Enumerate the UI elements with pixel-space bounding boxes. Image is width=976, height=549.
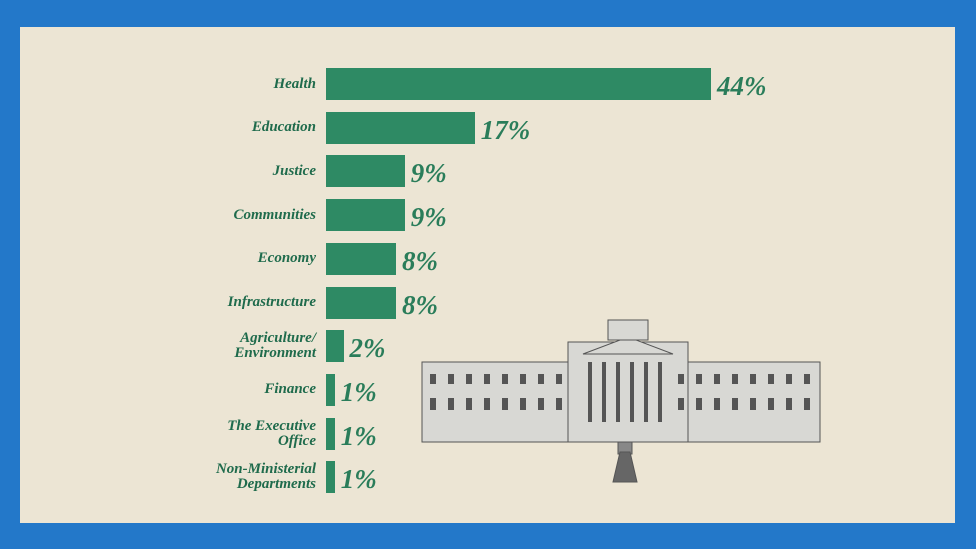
category-label: Non-Ministerial Departments: [215, 461, 316, 493]
bar: [326, 155, 405, 188]
value-label: 1%: [340, 464, 377, 495]
category-label: Education: [251, 119, 316, 136]
category-label: Justice: [272, 162, 316, 179]
category-label: Agriculture/ Environment: [234, 330, 316, 362]
bar: [326, 111, 475, 144]
value-label: 17%: [480, 114, 531, 145]
category-label: Communities: [233, 206, 316, 223]
building-illustration: [421, 319, 821, 483]
bar: [326, 286, 396, 319]
category-label: Infrastructure: [227, 294, 316, 310]
value-label: 8%: [402, 245, 438, 276]
value-label: 9%: [410, 202, 447, 233]
bar: [326, 68, 711, 100]
value-label: 1%: [340, 420, 377, 451]
category-label: Finance: [264, 381, 316, 398]
bar: [326, 461, 335, 494]
bar: [326, 242, 396, 275]
value-label: 9%: [410, 158, 447, 189]
category-label: The Executive Office: [227, 417, 316, 449]
value-label: 44%: [717, 71, 767, 101]
value-label: 8%: [402, 289, 438, 320]
value-label: 2%: [349, 333, 386, 364]
bar: [326, 373, 335, 406]
bar: [326, 330, 344, 363]
category-label: Economy: [257, 250, 316, 267]
value-label: 1%: [340, 376, 377, 407]
category-label: Health: [273, 75, 316, 92]
bar: [326, 199, 405, 232]
bar: [326, 417, 335, 450]
